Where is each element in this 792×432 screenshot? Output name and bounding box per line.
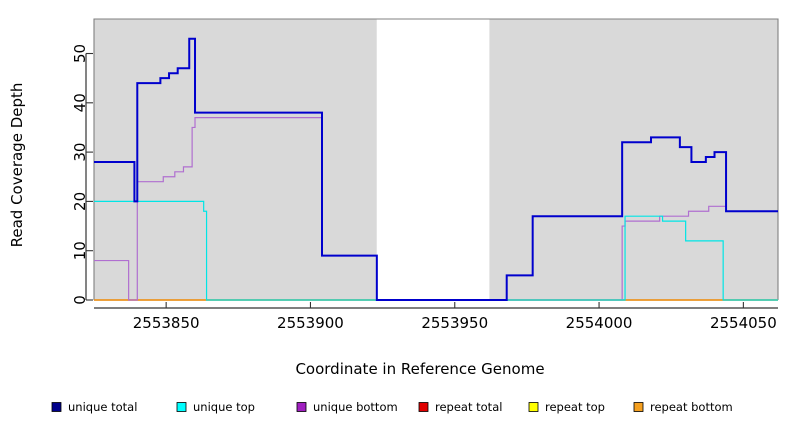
y-tick-label: 0: [71, 295, 89, 305]
panel-right-shaded: [489, 19, 778, 300]
axis-layer: 0 10 20 30 40 50 2553850 2553900 2553950 2554000 2…: [71, 44, 778, 332]
legend-label-repeat-top: repeat top: [545, 400, 605, 414]
series-unique-total: [94, 37, 778, 301]
x-tick-label: 2554000: [566, 314, 633, 332]
x-axis-title: Coordinate in Reference Genome: [295, 360, 544, 378]
series-unique-top: [94, 200, 778, 301]
legend-swatch-unique-total: [51, 402, 62, 412]
plot-panel: [93, 18, 779, 300]
y-tick-label: 50: [71, 44, 89, 63]
legend-label-unique-bottom: unique bottom: [313, 400, 398, 414]
y-tick-label: 30: [71, 143, 89, 162]
legend-label-unique-total: unique total: [68, 400, 137, 414]
legend: unique total unique top unique bottom repea…: [51, 400, 733, 414]
x-tick-label: 2554050: [710, 314, 777, 332]
series-layer: [94, 37, 778, 301]
y-tick-label: 10: [71, 241, 89, 260]
legend-swatch-unique-bottom: [296, 402, 307, 412]
panel-gap-unshaded: [376, 19, 490, 300]
panel-left-shaded: [94, 19, 377, 300]
y-tick-label: 40: [71, 93, 89, 112]
legend-swatch-repeat-top: [528, 402, 539, 412]
legend-label-repeat-bottom: repeat bottom: [650, 400, 733, 414]
y-tick-label: 20: [71, 192, 89, 211]
legend-swatch-repeat-bottom: [633, 402, 644, 412]
legend-swatch-unique-top: [176, 402, 187, 412]
legend-swatch-repeat-total: [418, 402, 429, 412]
legend-label-repeat-total: repeat total: [435, 400, 502, 414]
panel-border: [93, 18, 779, 300]
x-tick-label: 2553950: [421, 314, 488, 332]
x-tick-label: 2553850: [133, 314, 200, 332]
y-axis-title: Read Coverage Depth: [8, 83, 26, 248]
legend-label-unique-top: unique top: [193, 400, 255, 414]
x-tick-label: 2553900: [277, 314, 344, 332]
